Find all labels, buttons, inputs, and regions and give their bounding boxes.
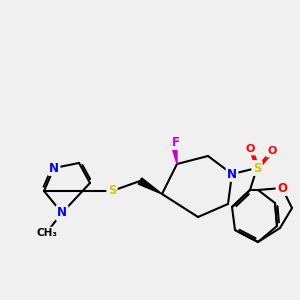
Text: N: N [57, 206, 67, 220]
Text: N: N [49, 161, 59, 175]
Text: S: S [108, 184, 116, 197]
Text: N: N [227, 167, 237, 181]
Text: CH₃: CH₃ [37, 228, 58, 238]
Polygon shape [171, 144, 177, 164]
Text: O: O [277, 182, 287, 194]
Text: S: S [253, 161, 261, 175]
Text: O: O [267, 146, 277, 156]
Polygon shape [138, 178, 162, 194]
Text: F: F [172, 136, 180, 148]
Text: O: O [245, 144, 255, 154]
